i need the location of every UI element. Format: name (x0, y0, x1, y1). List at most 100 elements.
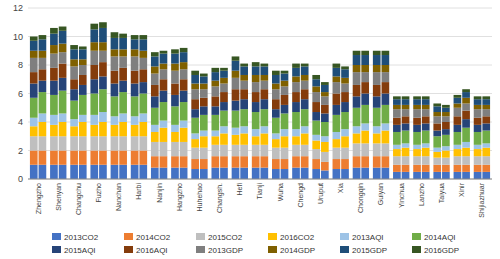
bar-segment (99, 151, 107, 165)
bar-segment (151, 74, 159, 85)
bar-segment (382, 105, 390, 124)
bar-segment (341, 136, 349, 147)
legend-swatch (124, 233, 133, 240)
bar-segment (474, 105, 482, 109)
bar-segment (442, 172, 450, 179)
bar-segment (301, 109, 309, 126)
bar-segment (139, 151, 147, 165)
bar-segment (413, 105, 421, 109)
bar-segment (281, 136, 289, 147)
bar-segment (474, 156, 482, 165)
bar-segment (393, 165, 401, 172)
bar-segment (462, 128, 470, 142)
bar-segment (232, 56, 240, 60)
bar-segment (272, 109, 280, 118)
bar-segment (333, 76, 341, 82)
bar-segment (50, 115, 58, 125)
bar-segment (180, 168, 188, 179)
bar-segment (454, 156, 462, 165)
bar-segment (312, 159, 320, 169)
bar-segment (211, 156, 219, 167)
bar-segment (111, 56, 119, 70)
bar-segment (433, 103, 441, 106)
bar-segment (361, 123, 369, 130)
bar-segment (90, 51, 98, 65)
bar-segment (232, 89, 240, 100)
bar-segment (261, 89, 269, 99)
bar-segment (79, 115, 87, 122)
bar-segment (79, 136, 87, 150)
bar-segment (292, 136, 300, 145)
bar-segment (361, 156, 369, 167)
bar-segment (160, 156, 168, 167)
bar-segment (402, 116, 410, 123)
bar-segment (119, 49, 127, 56)
bar-segment (151, 168, 159, 179)
bar-segment (301, 99, 309, 109)
bar-segment (79, 85, 87, 95)
bar-segment (30, 126, 38, 136)
bar-segment (220, 102, 228, 111)
bar-segment (353, 85, 361, 96)
bar-segment (232, 71, 240, 78)
bar-segment (180, 62, 188, 69)
bar-segment (333, 132, 341, 139)
bar-segment (402, 123, 410, 130)
bar-segment (333, 94, 341, 105)
bar-segment (211, 115, 219, 131)
bar-segment (373, 108, 381, 127)
bar-segment (281, 169, 289, 179)
bar-segment (252, 102, 260, 112)
bar-segment (200, 76, 208, 83)
bar-segment (382, 55, 390, 65)
y-tick-label: 6 (18, 89, 23, 99)
bar-segment (180, 52, 188, 62)
bar-segment (211, 81, 219, 87)
bar-segment (151, 142, 159, 156)
bar-segment (281, 74, 289, 81)
bar-segment (402, 109, 410, 116)
bar-segment (482, 96, 490, 99)
bar-segment (180, 142, 188, 156)
bar-segment (151, 96, 159, 107)
legend-label: 2014GDP (280, 246, 315, 255)
bar-segment (240, 168, 248, 179)
bar-segment (321, 92, 329, 96)
bar-segment (474, 132, 482, 145)
bar-segment (111, 49, 119, 56)
bar-segment (200, 89, 208, 98)
bar-segment (232, 128, 240, 135)
bar-segment (39, 136, 47, 150)
legend-label: 2016CO2 (280, 233, 315, 242)
bar-segment (422, 148, 430, 157)
bar-segment (240, 109, 248, 126)
bar-segment (139, 58, 147, 69)
bar-segment (70, 151, 78, 165)
x-tick-label: Yinchua (398, 183, 405, 208)
bar-segment (220, 126, 228, 133)
bar-segment (99, 165, 107, 179)
bar-segment (422, 109, 430, 116)
bar-segment (99, 89, 107, 112)
bar-segment (402, 165, 410, 172)
bar-segment (413, 109, 421, 118)
bar-segment (301, 75, 309, 81)
bar-segment (211, 168, 219, 179)
bar-segment (90, 115, 98, 125)
bar-segment (382, 65, 390, 72)
bar-segment (39, 151, 47, 165)
legend-swatch (124, 246, 133, 253)
bar-segment (454, 116, 462, 125)
bar-segment (261, 126, 269, 133)
bar-segment (474, 165, 482, 172)
bar-segment (474, 96, 482, 99)
bar-segment (312, 135, 320, 141)
bar-segment (70, 119, 78, 126)
bar-segment (373, 51, 381, 55)
bar-segment (70, 89, 78, 100)
bar-segment (119, 68, 127, 81)
bar-segment (139, 82, 147, 93)
bar-segment (99, 51, 107, 62)
bar-segment (373, 72, 381, 85)
bar-segment (70, 59, 78, 66)
